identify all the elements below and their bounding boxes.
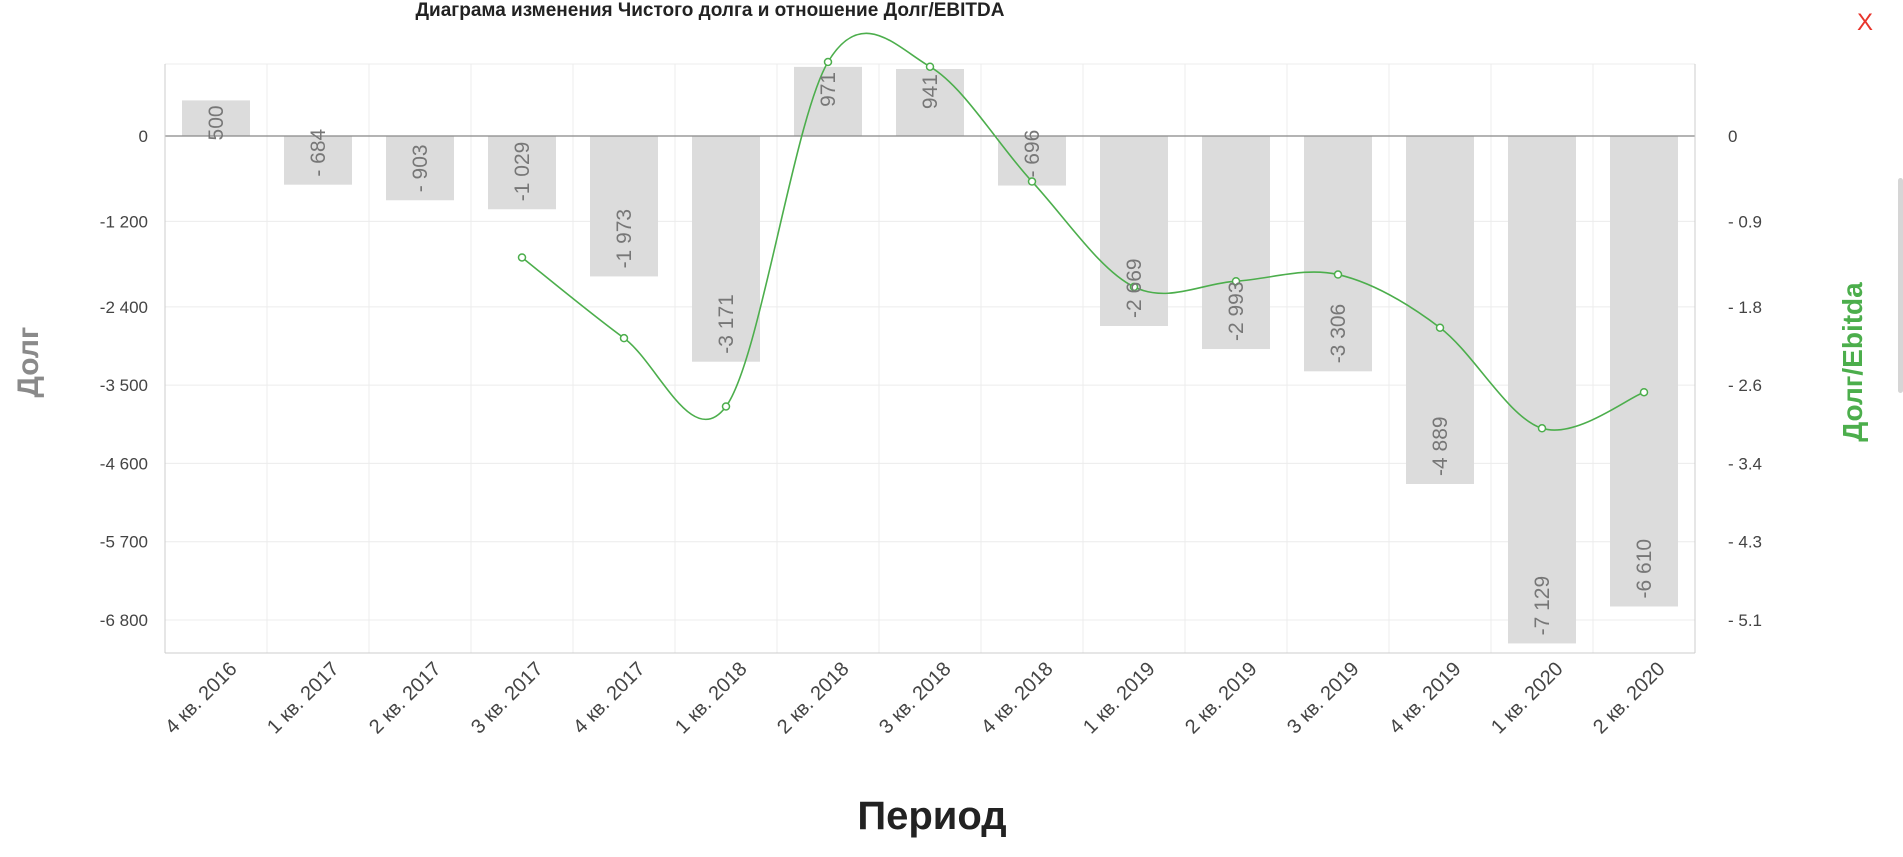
x-tick-label: 1 кв. 2018: [671, 658, 751, 738]
x-tick-label: 1 кв. 2017: [263, 658, 343, 738]
bar-value-label: -1 029: [511, 142, 534, 202]
bar-value-label: 941: [919, 74, 942, 109]
ratio-point: [1639, 387, 1649, 397]
x-tick-label: 3 кв. 2019: [1283, 658, 1363, 738]
ratio-point: [517, 253, 527, 262]
ratio-point: [1435, 323, 1445, 332]
y-tick-label-right: - 3.4: [1728, 454, 1762, 473]
y-tick-label-right: 0: [1728, 127, 1737, 146]
bar: [1202, 136, 1270, 350]
bar-value-label: - 684: [307, 128, 330, 176]
bar-value-label: -4 889: [1429, 416, 1452, 476]
x-axis-label: Период: [857, 794, 1006, 838]
ratio-point: [1129, 282, 1139, 292]
bars: [182, 66, 1678, 644]
bar-value-label: -7 129: [1531, 576, 1554, 636]
x-tick-label: 3 кв. 2017: [467, 658, 547, 738]
bar: [1610, 136, 1678, 607]
x-tick-label: 1 кв. 2020: [1487, 658, 1567, 738]
bar-value-label: - 696: [1021, 130, 1044, 178]
ratio-line: [517, 32, 1649, 433]
x-tick-label: 2 кв. 2019: [1181, 658, 1261, 738]
bar: [488, 136, 556, 210]
x-tick-label: 3 кв. 2018: [875, 658, 955, 738]
bar-value-label: - 903: [409, 144, 432, 192]
x-tick-label: 4 кв. 2019: [1385, 658, 1465, 738]
bar-value-label: -3 306: [1327, 304, 1350, 364]
ratio-point: [1333, 270, 1343, 279]
ratio-point: [1231, 276, 1241, 286]
y-tick-label-left: -1 200: [100, 212, 148, 231]
x-tick-label: 4 кв. 2016: [161, 658, 241, 738]
bar: [386, 136, 454, 201]
ratio-point: [1537, 424, 1547, 433]
bar: [182, 100, 250, 136]
ratio-point: [721, 402, 731, 411]
y-tick-label-left: -4 600: [100, 454, 148, 473]
bar: [1100, 136, 1168, 326]
y-axis-label: Долг: [12, 327, 45, 398]
bar-value-label: 500: [205, 105, 228, 140]
y-tick-label-right: - 0.9: [1728, 212, 1762, 231]
bar-labels: 500 - 684 - 903 -1 029 -1 973 -3 171 971 941 - 6…: [205, 72, 1656, 636]
x-tick-label: 1 кв. 2019: [1079, 658, 1159, 738]
scrollbar-thumb[interactable]: [1898, 178, 1903, 393]
x-tick-label: 2 кв. 2017: [365, 658, 445, 738]
bar: [284, 136, 352, 185]
bar: [1508, 136, 1576, 644]
bar-value-label: -1 973: [613, 209, 636, 269]
bar: [998, 136, 1066, 186]
chart-title: Диаграма изменения Чистого долга и отнош…: [415, 0, 1005, 21]
x-tick-label: 2 кв. 2018: [773, 658, 853, 738]
bar-value-label: -2 993: [1225, 281, 1248, 341]
ratio-point: [925, 62, 935, 71]
close-button[interactable]: X: [1857, 9, 1874, 36]
x-tick-label: 4 кв. 2018: [977, 658, 1057, 738]
y-tick-label-right: - 4.3: [1728, 533, 1762, 552]
bar: [896, 69, 964, 136]
bar-value-label: -2 669: [1123, 258, 1146, 318]
ratio-point: [1027, 177, 1037, 186]
bar: [1304, 136, 1372, 372]
bar: [692, 136, 760, 362]
x-tick-label: 2 кв. 2020: [1589, 658, 1669, 738]
y-tick-label-left: -3 500: [100, 376, 148, 395]
bar-value-label: -6 610: [1633, 539, 1656, 599]
bar-value-label: 971: [817, 72, 840, 107]
ratio-point: [619, 333, 629, 343]
y-tick-label-right: - 1.8: [1728, 298, 1762, 317]
bar: [1406, 136, 1474, 484]
ratio-point: [823, 57, 833, 67]
y-tick-label-left: -5 700: [100, 533, 148, 552]
y-tick-label-left: -2 400: [100, 298, 148, 317]
x-tick-label: 4 кв. 2017: [569, 658, 649, 738]
bar: [590, 136, 658, 277]
y-tick-label-right: - 5.1: [1728, 611, 1762, 630]
y-tick-label-left: -6 800: [100, 611, 148, 630]
y-tick-label-right: - 2.6: [1728, 376, 1762, 395]
y-tick-label-left: 0: [139, 127, 148, 146]
y2-axis-label: Долг/Ebitda: [1837, 282, 1868, 442]
bar-value-label: -3 171: [715, 294, 738, 354]
